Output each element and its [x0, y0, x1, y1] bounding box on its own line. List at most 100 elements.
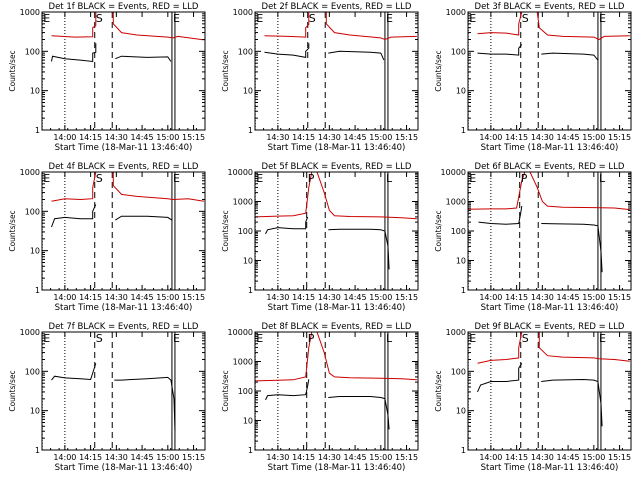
event-marker-label: L	[386, 332, 393, 345]
event-marker-label: S	[96, 172, 103, 185]
series-events-line	[115, 55, 172, 62]
x-tick-label: 14:00	[479, 453, 502, 462]
plot-area	[42, 172, 204, 290]
series-lld-line	[477, 332, 523, 364]
x-axis-label: Start Time (18-Mar-11 13:46:40)	[481, 463, 619, 473]
x-tick-label: 15:00	[582, 133, 605, 142]
x-tick-label: 15:15	[608, 293, 631, 302]
series-events-line	[265, 216, 309, 235]
panel-title: Det 8f BLACK = Events, RED = LLD	[262, 322, 412, 332]
x-tick-label: 14:30	[266, 293, 289, 302]
x-tick-label: 14:00	[479, 293, 502, 302]
series-events-line	[264, 43, 310, 59]
y-tick-label: 100	[238, 387, 253, 396]
y-axis-label: Counts/sec	[8, 370, 17, 411]
event-marker-label: S	[96, 332, 103, 345]
x-tick-label: 14:15	[79, 133, 102, 142]
event-marker-label: E	[173, 12, 180, 25]
panel-title: Det 6f BLACK = Events, RED = LLD	[475, 162, 625, 172]
event-marker-label: E	[43, 12, 50, 25]
x-tick-label: 15:15	[608, 453, 631, 462]
y-axis-label: Counts/sec	[221, 50, 230, 91]
y-tick-label: 1000	[446, 8, 466, 17]
series-events-line	[541, 378, 603, 427]
y-tick-label: 100	[451, 227, 466, 236]
x-tick-label: 15:00	[156, 293, 179, 302]
series-lld-line	[316, 332, 417, 381]
x-tick-label: 14:00	[479, 133, 502, 142]
event-marker-label: E	[469, 12, 476, 25]
y-tick-label: 1000	[20, 168, 40, 177]
plot-area	[255, 12, 417, 130]
x-tick-label: 14:30	[105, 133, 128, 142]
series-lld-line	[51, 172, 97, 202]
series-events-line	[541, 223, 603, 273]
y-tick-label: 1000	[233, 198, 253, 207]
x-tick-label: 15:15	[182, 293, 205, 302]
series-events-line	[115, 215, 173, 221]
event-marker-label: S	[309, 12, 316, 25]
y-axis-label: Counts/sec	[434, 210, 443, 251]
panel-title: Det 1f BLACK = Events, RED = LLD	[49, 2, 199, 12]
x-tick-label: 14:45	[344, 293, 367, 302]
series-lld-line	[529, 172, 630, 211]
y-tick-label: 10000	[228, 168, 253, 177]
series-events-line	[541, 52, 599, 61]
series-lld-line	[255, 332, 313, 382]
plot-frame	[41, 171, 206, 291]
x-tick-label: 15:00	[369, 293, 392, 302]
x-tick-label: 15:00	[582, 453, 605, 462]
plot-frame	[254, 11, 419, 131]
x-axis-label: Start Time (18-Mar-11 13:46:40)	[268, 143, 406, 153]
series-lld-line	[112, 12, 204, 41]
event-marker-label: E	[599, 12, 606, 25]
y-tick-label: 100	[451, 367, 466, 376]
x-axis-label: Start Time (18-Mar-11 13:46:40)	[268, 463, 406, 473]
x-tick-label: 14:15	[505, 133, 528, 142]
x-tick-label: 15:00	[369, 453, 392, 462]
x-axis-label: Start Time (18-Mar-11 13:46:40)	[55, 303, 193, 313]
x-tick-label: 14:45	[557, 133, 580, 142]
series-lld-line	[255, 172, 313, 218]
series-events-line	[51, 204, 97, 228]
y-tick-label: 100	[25, 367, 40, 376]
event-marker-label: L	[599, 172, 606, 185]
y-tick-label: 10000	[228, 328, 253, 337]
y-axis-label: Counts/sec	[434, 370, 443, 411]
panel-title: Det 4f BLACK = Events, RED = LLD	[49, 162, 199, 172]
plot-frame	[467, 331, 632, 451]
plot-frame	[467, 171, 632, 291]
series-events-line	[265, 379, 310, 401]
series-events-line	[328, 50, 385, 61]
x-tick-label: 14:15	[292, 293, 315, 302]
event-marker-label: E	[173, 172, 180, 185]
x-tick-label: 14:15	[79, 293, 102, 302]
y-tick-label: 10000	[441, 168, 466, 177]
event-marker-label: E	[599, 332, 606, 345]
x-tick-label: 14:30	[531, 453, 554, 462]
x-tick-label: 14:30	[531, 293, 554, 302]
x-tick-label: 14:45	[344, 453, 367, 462]
x-tick-label: 14:15	[292, 133, 315, 142]
y-axis-label: Counts/sec	[221, 210, 230, 251]
y-tick-label: 10	[456, 257, 466, 266]
y-tick-label: 1000	[20, 8, 40, 17]
event-marker-label: L	[386, 172, 393, 185]
series-events-line	[51, 43, 97, 63]
x-tick-label: 14:15	[79, 453, 102, 462]
x-tick-label: 14:30	[266, 453, 289, 462]
series-lld-line	[538, 332, 630, 362]
x-tick-label: 14:45	[131, 293, 154, 302]
x-tick-label: 14:30	[105, 453, 128, 462]
y-tick-label: 100	[238, 47, 253, 56]
event-marker-label: E	[43, 332, 50, 345]
